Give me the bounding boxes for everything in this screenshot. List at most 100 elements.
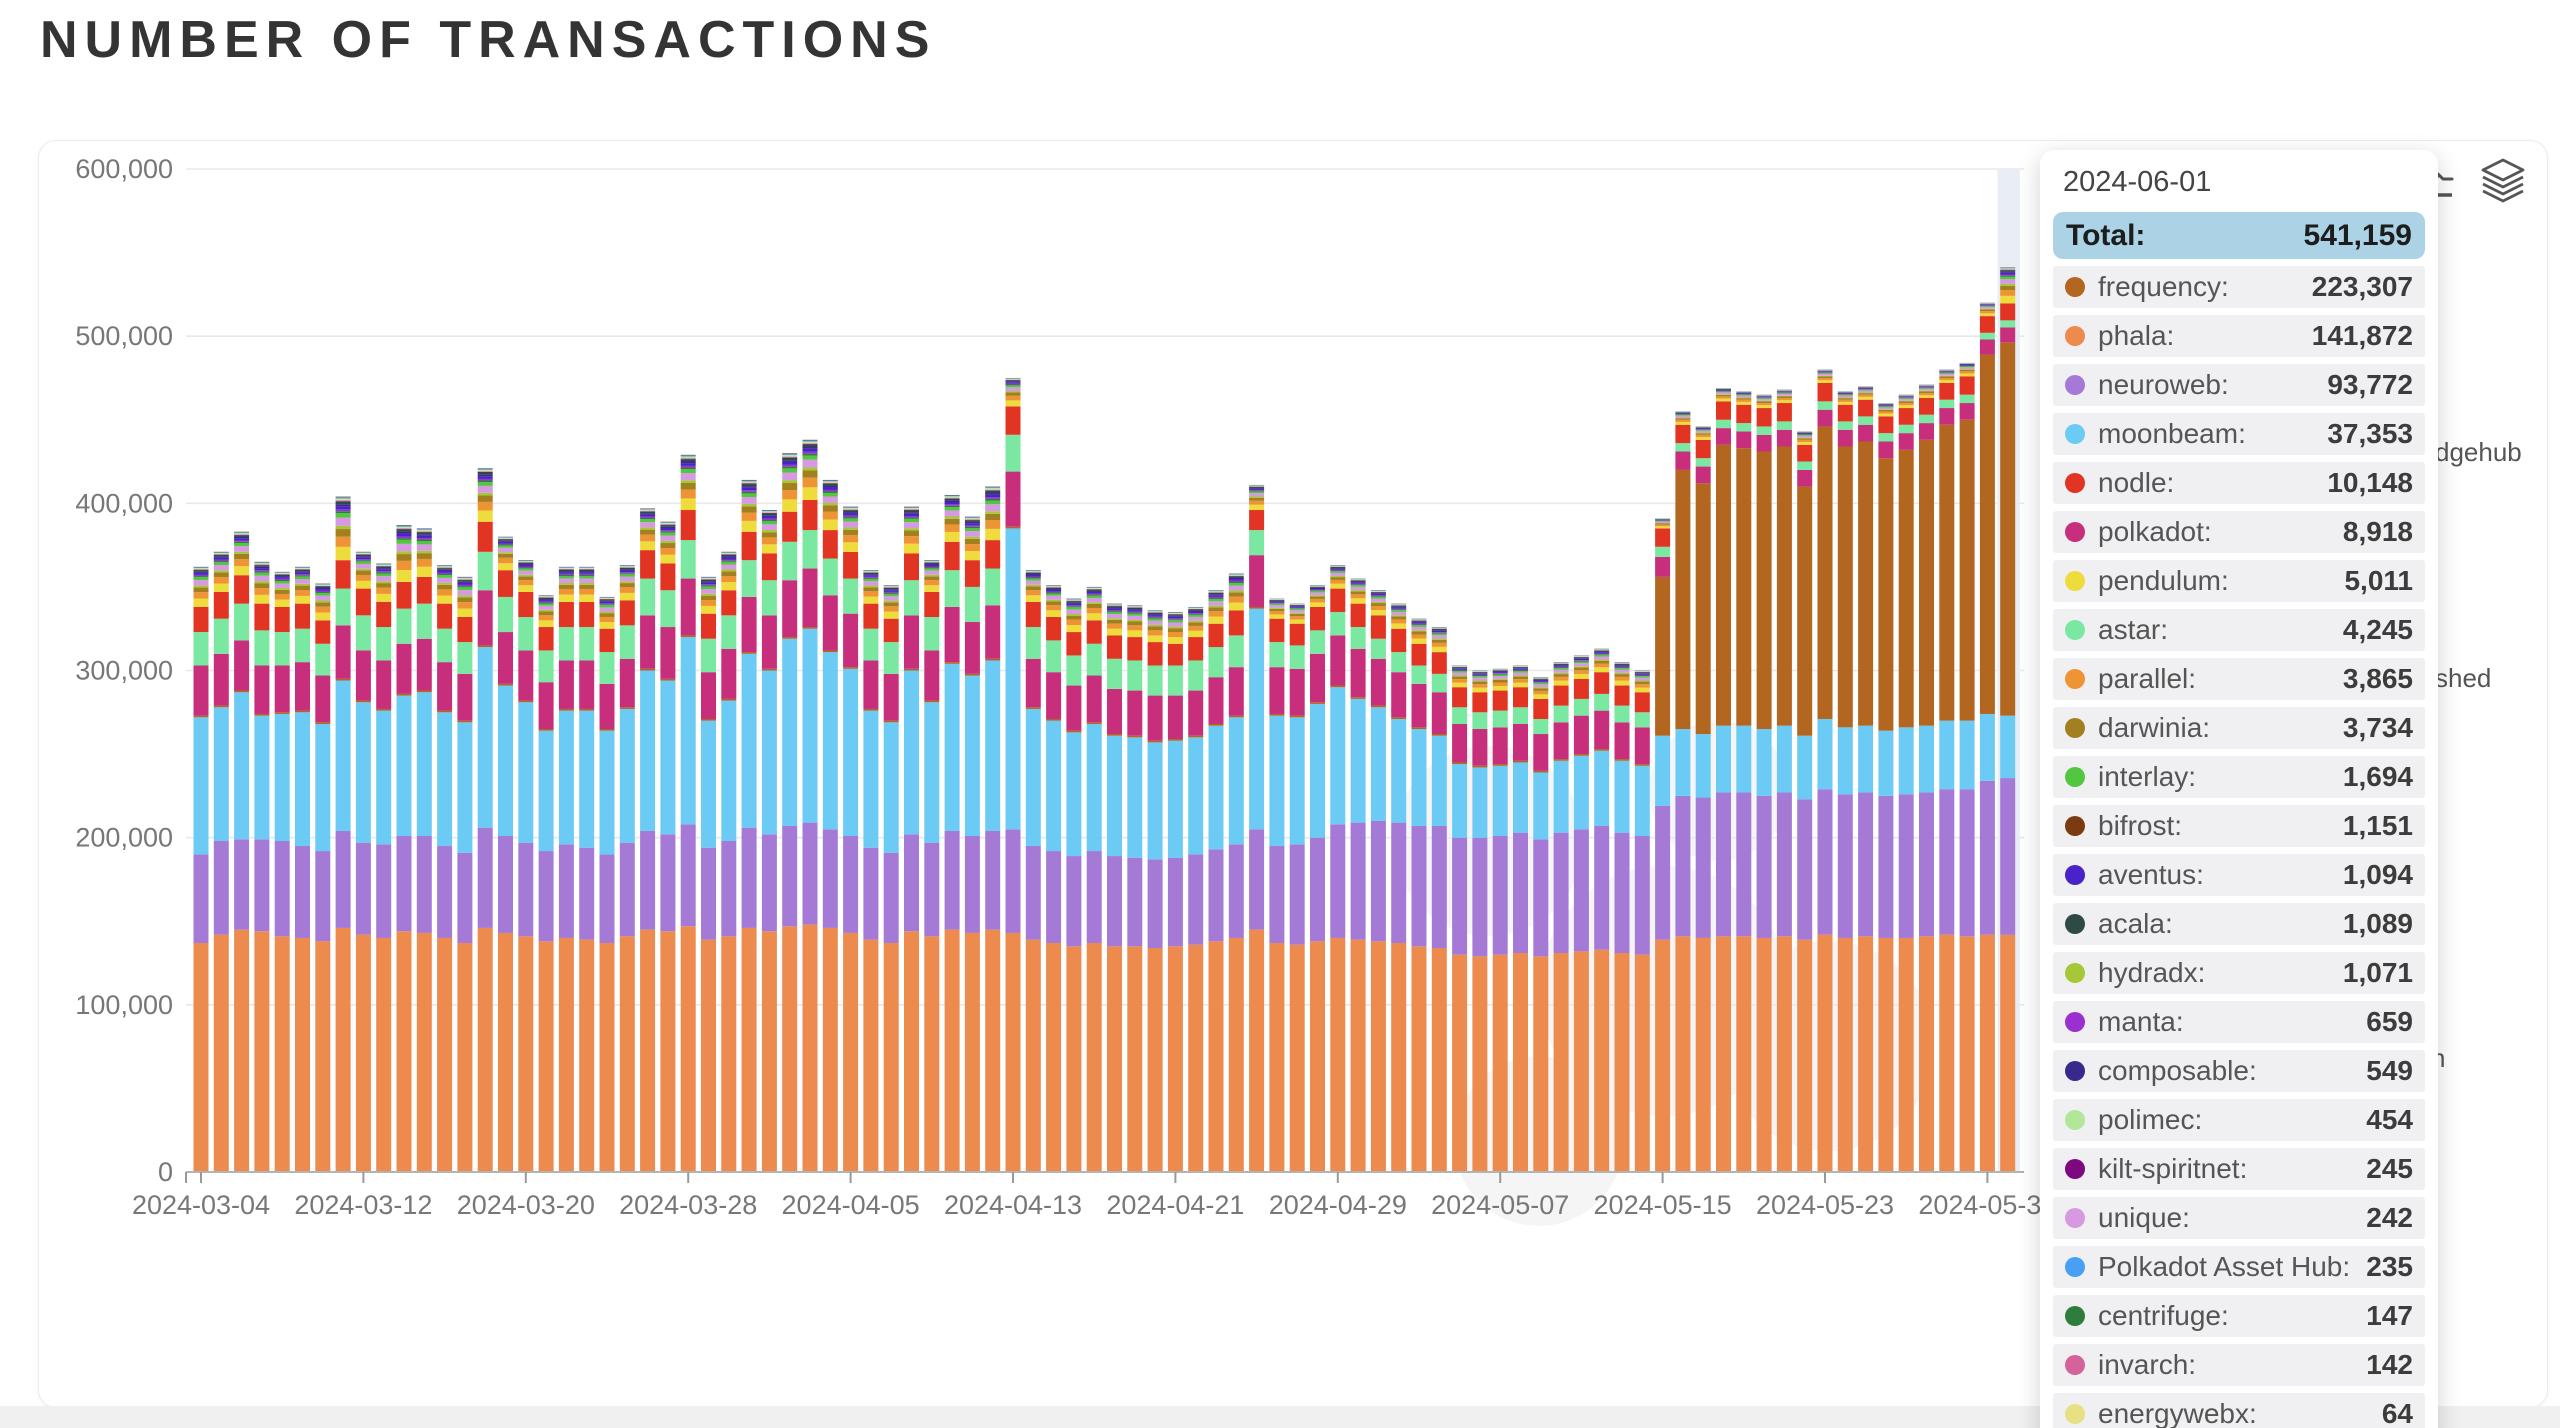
bar-2024-04-01[interactable] xyxy=(761,510,777,1172)
series-color-dot xyxy=(2065,473,2085,493)
bar-2024-04-08[interactable] xyxy=(904,506,919,1172)
series-label: astar: xyxy=(2098,614,2169,645)
bar-2024-05-30[interactable] xyxy=(1959,362,1975,1172)
bar-2024-03-25[interactable] xyxy=(619,565,635,1172)
bar-2024-04-22[interactable] xyxy=(1188,606,1204,1172)
bar-2024-03-17[interactable] xyxy=(457,576,473,1172)
bar-2024-03-15[interactable] xyxy=(416,528,432,1172)
bar-2024-04-24[interactable] xyxy=(1228,573,1244,1172)
bar-2024-04-10[interactable] xyxy=(944,494,960,1172)
bar-2024-03-16[interactable] xyxy=(437,565,453,1172)
bar-2024-05-09[interactable] xyxy=(1533,677,1549,1172)
bar-2024-05-04[interactable] xyxy=(1431,627,1447,1172)
bar-2024-03-13[interactable] xyxy=(376,563,392,1172)
bar-2024-05-23[interactable] xyxy=(1817,369,1833,1172)
bar-2024-05-29[interactable] xyxy=(1939,369,1955,1172)
bar-2024-04-04[interactable] xyxy=(822,479,838,1172)
bar-2024-04-23[interactable] xyxy=(1208,590,1224,1172)
bar-2024-03-09[interactable] xyxy=(295,566,310,1172)
bar-2024-04-16[interactable] xyxy=(1066,598,1082,1172)
bar-2024-04-30[interactable] xyxy=(1350,578,1366,1172)
bar-2024-03-05[interactable] xyxy=(213,551,229,1172)
bar-2024-04-25[interactable] xyxy=(1249,484,1265,1172)
bar-2024-04-12[interactable] xyxy=(985,486,1001,1172)
bar-2024-03-23[interactable] xyxy=(579,566,595,1172)
bar-2024-03-22[interactable] xyxy=(558,566,574,1172)
bar-2024-03-11[interactable] xyxy=(335,496,351,1172)
bar-2024-03-31[interactable] xyxy=(741,479,757,1172)
bar-2024-05-02[interactable] xyxy=(1391,603,1407,1172)
bar-2024-05-16[interactable] xyxy=(1675,411,1691,1172)
bar-2024-03-18[interactable] xyxy=(477,468,493,1172)
bar-2024-04-07[interactable] xyxy=(883,585,899,1172)
bar-2024-04-09[interactable] xyxy=(924,560,940,1172)
bar-2024-04-17[interactable] xyxy=(1086,586,1102,1172)
tooltip-row: manta: 659 xyxy=(2053,1001,2425,1043)
bar-2024-05-19[interactable] xyxy=(1736,391,1752,1172)
bar-2024-03-12[interactable] xyxy=(355,551,371,1172)
bar-2024-04-20[interactable] xyxy=(1147,610,1163,1172)
bar-2024-03-20[interactable] xyxy=(518,560,534,1172)
series-label: composable: xyxy=(2098,1055,2257,1086)
bar-2024-04-21[interactable] xyxy=(1167,611,1183,1172)
bar-2024-05-13[interactable] xyxy=(1614,662,1630,1172)
bar-2024-04-18[interactable] xyxy=(1107,603,1122,1172)
bar-2024-05-10[interactable] xyxy=(1553,662,1569,1172)
bar-2024-03-30[interactable] xyxy=(721,551,737,1172)
layers-icon[interactable] xyxy=(2481,157,2525,209)
bar-2024-05-25[interactable] xyxy=(1858,386,1874,1172)
series-value: 223,307 xyxy=(2311,271,2413,302)
bar-2024-03-19[interactable] xyxy=(498,536,513,1172)
bar-2024-04-11[interactable] xyxy=(964,516,980,1172)
bar-2024-05-24[interactable] xyxy=(1837,391,1853,1172)
bar-2024-03-28[interactable] xyxy=(680,454,696,1172)
bar-2024-04-14[interactable] xyxy=(1025,570,1041,1172)
bar-2024-04-03[interactable] xyxy=(802,439,818,1172)
bar-2024-05-26[interactable] xyxy=(1878,403,1894,1172)
bar-2024-05-12[interactable] xyxy=(1594,648,1610,1172)
bar-2024-04-28[interactable] xyxy=(1310,585,1325,1172)
series-label: hydradx: xyxy=(2098,957,2206,988)
bar-2024-04-29[interactable] xyxy=(1330,565,1346,1172)
bar-2024-05-07[interactable] xyxy=(1492,668,1508,1172)
bar-2024-06-01[interactable] xyxy=(2000,267,2016,1172)
bar-2024-04-26[interactable] xyxy=(1269,598,1285,1172)
bar-2024-03-21[interactable] xyxy=(538,595,554,1172)
bar-2024-04-19[interactable] xyxy=(1127,605,1143,1172)
bar-2024-05-21[interactable] xyxy=(1776,389,1792,1172)
bar-2024-05-05[interactable] xyxy=(1452,665,1468,1172)
bar-2024-03-04[interactable] xyxy=(193,566,209,1172)
bar-2024-04-02[interactable] xyxy=(782,453,798,1172)
bar-2024-05-08[interactable] xyxy=(1513,665,1528,1172)
bar-2024-03-14[interactable] xyxy=(396,525,412,1172)
bar-2024-05-03[interactable] xyxy=(1411,618,1427,1172)
tooltip-row: polkadot: 8,918 xyxy=(2053,511,2425,553)
bar-2024-05-17[interactable] xyxy=(1695,426,1711,1172)
bar-2024-03-29[interactable] xyxy=(701,576,716,1172)
bar-2024-04-15[interactable] xyxy=(1046,585,1062,1172)
series-value: 242 xyxy=(2366,1202,2413,1233)
bar-2024-03-07[interactable] xyxy=(254,561,270,1172)
tooltip-row: aventus: 1,094 xyxy=(2053,854,2425,896)
bar-2024-05-20[interactable] xyxy=(1756,394,1772,1172)
bar-2024-03-08[interactable] xyxy=(274,571,290,1172)
bar-2024-04-05[interactable] xyxy=(843,506,859,1172)
bar-2024-03-24[interactable] xyxy=(599,596,615,1172)
bar-2024-05-14[interactable] xyxy=(1634,670,1650,1173)
bar-2024-05-28[interactable] xyxy=(1919,384,1934,1172)
bar-2024-05-18[interactable] xyxy=(1716,387,1731,1172)
bar-2024-05-31[interactable] xyxy=(1979,302,1995,1172)
bar-2024-03-27[interactable] xyxy=(660,521,676,1172)
bar-2024-04-06[interactable] xyxy=(863,570,879,1172)
bar-2024-05-22[interactable] xyxy=(1797,431,1813,1172)
bar-2024-04-13[interactable] xyxy=(1005,377,1021,1172)
bar-2024-03-26[interactable] xyxy=(640,508,656,1172)
bar-2024-05-15[interactable] xyxy=(1655,518,1671,1172)
bar-2024-03-10[interactable] xyxy=(315,583,331,1172)
bar-2024-04-27[interactable] xyxy=(1289,603,1305,1172)
bar-2024-05-27[interactable] xyxy=(1898,394,1914,1172)
bar-2024-05-06[interactable] xyxy=(1472,670,1488,1173)
bar-2024-05-01[interactable] xyxy=(1370,590,1386,1172)
bar-2024-03-06[interactable] xyxy=(234,531,250,1172)
bar-2024-05-11[interactable] xyxy=(1573,655,1589,1172)
